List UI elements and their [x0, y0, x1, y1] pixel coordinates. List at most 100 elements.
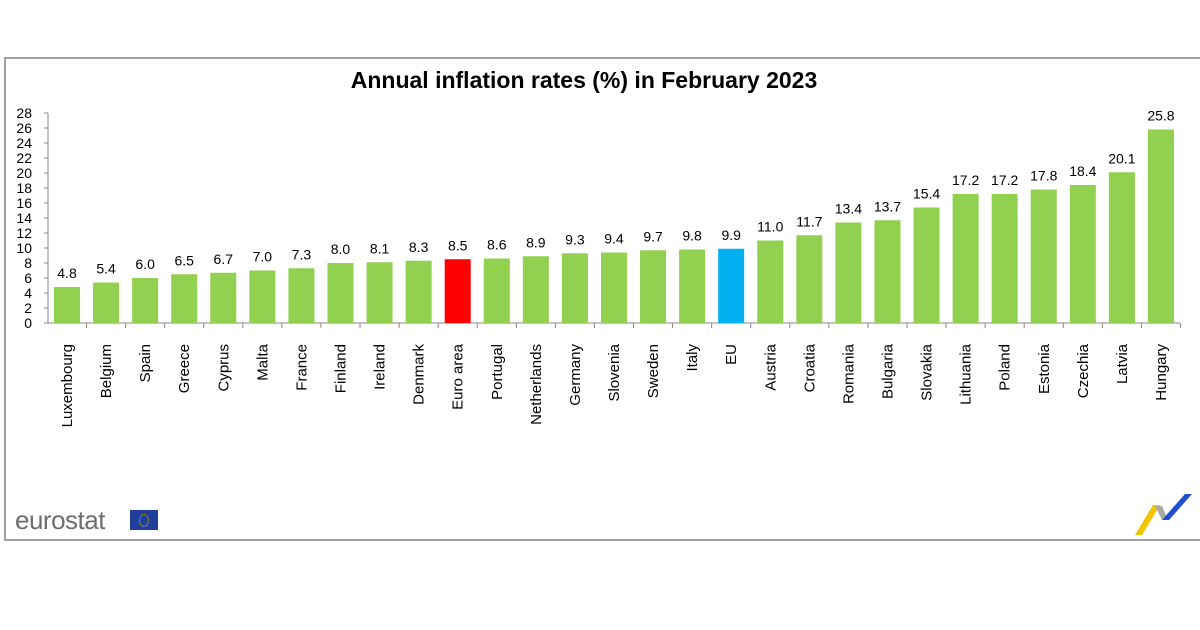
bar-latvia	[1108, 172, 1135, 323]
data-label: 17.2	[991, 172, 1018, 188]
category-label: Denmark	[411, 344, 428, 405]
data-label: 8.3	[409, 239, 429, 255]
y-tick-label: 10	[16, 240, 32, 256]
data-label: 8.9	[526, 234, 546, 250]
y-tick-label: 28	[16, 105, 32, 121]
data-label: 8.1	[370, 240, 390, 256]
eu-flag-icon	[130, 510, 158, 530]
category-label: Czechia	[1075, 343, 1092, 398]
data-label: 4.8	[57, 265, 77, 281]
bar-netherlands	[522, 256, 549, 323]
y-tick-label: 24	[16, 135, 32, 151]
category-label: Hungary	[1153, 344, 1170, 401]
data-label: 15.4	[913, 186, 940, 202]
data-label: 25.8	[1147, 108, 1174, 124]
bar-czechia	[1069, 185, 1096, 323]
bar-portugal	[483, 258, 510, 323]
data-label: 6.5	[174, 252, 194, 268]
bar-denmark	[405, 260, 432, 323]
y-tick-label: 20	[16, 165, 32, 181]
chart-title: Annual inflation rates (%) in February 2…	[351, 67, 818, 93]
data-label: 9.8	[682, 228, 702, 244]
data-label: 9.7	[643, 228, 663, 244]
bar-sweden	[640, 250, 667, 323]
bar-eu	[718, 248, 745, 323]
bar-ireland	[366, 262, 393, 323]
data-label: 5.4	[96, 261, 116, 277]
y-tick-label: 18	[16, 180, 32, 196]
data-label: 13.7	[874, 198, 901, 214]
category-label: Germany	[567, 344, 584, 406]
data-label: 8.5	[448, 237, 468, 253]
category-label: Sweden	[645, 344, 662, 398]
y-tick-label: 2	[24, 300, 32, 316]
bar-euro-area	[444, 259, 471, 323]
data-label: 8.0	[331, 241, 351, 257]
category-label: Croatia	[801, 343, 818, 392]
bar-germany	[561, 253, 588, 323]
category-label: Belgium	[98, 344, 115, 398]
category-label: Greece	[176, 344, 193, 393]
y-tick-label: 6	[24, 270, 32, 286]
chart-frame	[4, 57, 1200, 541]
bar-france	[288, 268, 315, 323]
category-label: Slovakia	[919, 343, 936, 400]
bar-slovakia	[913, 207, 940, 323]
category-label: France	[293, 344, 310, 391]
category-label: Italy	[684, 344, 701, 372]
y-tick-label: 16	[16, 195, 32, 211]
bar-cyprus	[210, 272, 237, 323]
category-label: Romania	[840, 343, 857, 404]
bar-spain	[132, 278, 159, 323]
bar-luxembourg	[54, 287, 80, 323]
y-tick-label: 22	[16, 150, 32, 166]
bar-belgium	[93, 282, 120, 323]
category-label: Finland	[332, 344, 349, 393]
category-label: Austria	[762, 343, 779, 390]
data-label: 6.0	[135, 256, 155, 272]
data-label: 17.8	[1030, 168, 1057, 184]
category-label: Lithuania	[958, 343, 975, 405]
data-label: 7.0	[253, 249, 273, 265]
category-label: Euro area	[450, 343, 467, 410]
y-tick-label: 0	[24, 315, 32, 331]
bar-malta	[249, 270, 276, 323]
category-label: Spain	[137, 344, 154, 382]
bar-lithuania	[952, 194, 979, 323]
y-tick-label: 26	[16, 120, 32, 136]
bar-finland	[327, 263, 354, 323]
y-tick-label: 14	[16, 210, 32, 226]
category-label: Cyprus	[215, 344, 232, 392]
category-label: Slovenia	[606, 343, 623, 401]
category-label: Poland	[997, 344, 1014, 391]
category-label: Estonia	[1036, 343, 1053, 394]
bar-romania	[835, 222, 862, 323]
y-tick-label: 4	[24, 285, 32, 301]
category-label: Ireland	[372, 344, 389, 390]
data-label: 11.0	[757, 219, 783, 235]
data-label: 17.2	[952, 172, 979, 188]
bar-poland	[991, 194, 1018, 323]
category-label: Netherlands	[528, 344, 545, 425]
y-tick-label: 8	[24, 255, 32, 271]
bar-estonia	[1030, 189, 1057, 323]
bar-bulgaria	[874, 220, 901, 323]
data-label: 6.7	[214, 251, 234, 267]
bar-slovenia	[600, 252, 627, 323]
eurostat-chart-mark-icon	[1135, 494, 1192, 535]
category-label: Luxembourg	[59, 344, 76, 427]
bar-greece	[171, 274, 198, 323]
data-label: 9.4	[604, 231, 624, 247]
bar-croatia	[796, 235, 823, 323]
data-label: 20.1	[1108, 150, 1135, 166]
bar-austria	[757, 240, 784, 323]
data-label: 9.9	[721, 227, 741, 243]
category-label: Bulgaria	[879, 343, 896, 399]
bar-hungary	[1147, 129, 1174, 323]
data-label: 18.4	[1069, 163, 1096, 179]
data-label: 11.7	[796, 213, 822, 229]
category-label: Portugal	[489, 344, 506, 400]
data-label: 13.4	[835, 201, 862, 217]
category-label: Latvia	[1114, 343, 1131, 384]
